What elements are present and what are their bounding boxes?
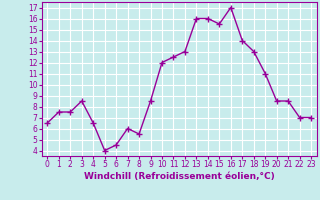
X-axis label: Windchill (Refroidissement éolien,°C): Windchill (Refroidissement éolien,°C) [84,172,275,181]
